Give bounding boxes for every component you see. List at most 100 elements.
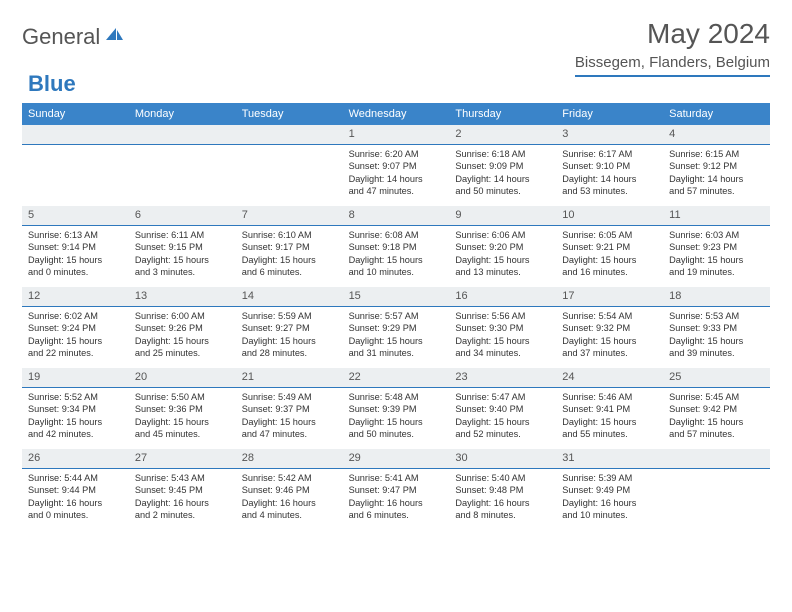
day-number: 27 <box>129 449 236 469</box>
day-line: and 0 minutes. <box>28 266 123 278</box>
day-line: Sunset: 9:37 PM <box>242 403 337 415</box>
day-line: Sunset: 9:36 PM <box>135 403 230 415</box>
day-line: Sunset: 9:33 PM <box>669 322 764 334</box>
day-line: Sunrise: 6:08 AM <box>349 229 444 241</box>
day-cell: Sunrise: 5:46 AMSunset: 9:41 PMDaylight:… <box>556 388 663 449</box>
day-cell: Sunrise: 6:20 AMSunset: 9:07 PMDaylight:… <box>343 145 450 206</box>
day-line: Sunrise: 5:49 AM <box>242 391 337 403</box>
day-line: and 0 minutes. <box>28 509 123 521</box>
day-line: Sunrise: 5:46 AM <box>562 391 657 403</box>
day-line: Sunset: 9:39 PM <box>349 403 444 415</box>
day-number: 13 <box>129 287 236 307</box>
day-cell: Sunrise: 5:48 AMSunset: 9:39 PMDaylight:… <box>343 388 450 449</box>
day-line: and 10 minutes. <box>349 266 444 278</box>
day-line: Daylight: 16 hours <box>242 497 337 509</box>
day-cell: Sunrise: 6:02 AMSunset: 9:24 PMDaylight:… <box>22 307 129 368</box>
day-line: Sunset: 9:24 PM <box>28 322 123 334</box>
day-line: Daylight: 15 hours <box>455 335 550 347</box>
day-line: Daylight: 14 hours <box>455 173 550 185</box>
day-cell: Sunrise: 6:11 AMSunset: 9:15 PMDaylight:… <box>129 226 236 287</box>
day-line: Sunrise: 5:57 AM <box>349 310 444 322</box>
day-line: Sunrise: 6:18 AM <box>455 148 550 160</box>
day-line: Sunrise: 5:41 AM <box>349 472 444 484</box>
day-cell: Sunrise: 5:41 AMSunset: 9:47 PMDaylight:… <box>343 469 450 530</box>
day-cell: Sunrise: 6:08 AMSunset: 9:18 PMDaylight:… <box>343 226 450 287</box>
day-line: and 47 minutes. <box>242 428 337 440</box>
day-number: 17 <box>556 287 663 307</box>
calendar: Sunday Monday Tuesday Wednesday Thursday… <box>22 103 770 530</box>
day-line: Daylight: 14 hours <box>562 173 657 185</box>
day-line: and 31 minutes. <box>349 347 444 359</box>
day-line: and 8 minutes. <box>455 509 550 521</box>
day-cell: Sunrise: 5:50 AMSunset: 9:36 PMDaylight:… <box>129 388 236 449</box>
day-line: Sunrise: 5:40 AM <box>455 472 550 484</box>
day-line: and 47 minutes. <box>349 185 444 197</box>
day-line: and 3 minutes. <box>135 266 230 278</box>
day-cell <box>236 145 343 206</box>
day-line: Daylight: 15 hours <box>242 416 337 428</box>
day-line: Daylight: 15 hours <box>562 335 657 347</box>
day-number: 6 <box>129 206 236 226</box>
day-line: and 22 minutes. <box>28 347 123 359</box>
weekday-tue: Tuesday <box>236 103 343 125</box>
day-line: Sunset: 9:23 PM <box>669 241 764 253</box>
day-cell: Sunrise: 5:40 AMSunset: 9:48 PMDaylight:… <box>449 469 556 530</box>
day-line: Sunset: 9:20 PM <box>455 241 550 253</box>
day-line: Sunrise: 6:03 AM <box>669 229 764 241</box>
day-line: Sunrise: 6:10 AM <box>242 229 337 241</box>
day-line: Sunset: 9:18 PM <box>349 241 444 253</box>
day-cell: Sunrise: 6:00 AMSunset: 9:26 PMDaylight:… <box>129 307 236 368</box>
day-line: Sunset: 9:45 PM <box>135 484 230 496</box>
day-number: 28 <box>236 449 343 469</box>
month-title: May 2024 <box>575 18 770 50</box>
day-line: Sunset: 9:29 PM <box>349 322 444 334</box>
day-number: 19 <box>22 368 129 388</box>
sail-icon <box>104 26 124 49</box>
day-line: Sunset: 9:17 PM <box>242 241 337 253</box>
day-cell: Sunrise: 5:47 AMSunset: 9:40 PMDaylight:… <box>449 388 556 449</box>
day-line: Sunrise: 5:43 AM <box>135 472 230 484</box>
day-line: Sunrise: 6:15 AM <box>669 148 764 160</box>
day-line: Daylight: 16 hours <box>28 497 123 509</box>
calendar-grid: 1234Sunrise: 6:20 AMSunset: 9:07 PMDayli… <box>22 125 770 530</box>
day-cell: Sunrise: 6:13 AMSunset: 9:14 PMDaylight:… <box>22 226 129 287</box>
day-line: Sunrise: 5:44 AM <box>28 472 123 484</box>
day-line: and 10 minutes. <box>562 509 657 521</box>
day-line: Sunrise: 5:59 AM <box>242 310 337 322</box>
day-number: 4 <box>663 125 770 145</box>
day-number: 5 <box>22 206 129 226</box>
day-number: 8 <box>343 206 450 226</box>
weekday-wed: Wednesday <box>343 103 450 125</box>
day-line: and 28 minutes. <box>242 347 337 359</box>
day-cell: Sunrise: 6:15 AMSunset: 9:12 PMDaylight:… <box>663 145 770 206</box>
day-number: 26 <box>22 449 129 469</box>
logo-word1: General <box>22 24 100 50</box>
day-line: and 57 minutes. <box>669 428 764 440</box>
day-line: Sunrise: 5:50 AM <box>135 391 230 403</box>
day-cell: Sunrise: 6:10 AMSunset: 9:17 PMDaylight:… <box>236 226 343 287</box>
day-line: Daylight: 15 hours <box>242 254 337 266</box>
day-number: 11 <box>663 206 770 226</box>
day-line: Daylight: 15 hours <box>242 335 337 347</box>
day-line: and 55 minutes. <box>562 428 657 440</box>
day-number: 1 <box>343 125 450 145</box>
day-line: Sunrise: 5:45 AM <box>669 391 764 403</box>
day-line: Sunset: 9:40 PM <box>455 403 550 415</box>
day-line: Sunset: 9:15 PM <box>135 241 230 253</box>
day-line: Daylight: 15 hours <box>28 416 123 428</box>
day-cell: Sunrise: 5:43 AMSunset: 9:45 PMDaylight:… <box>129 469 236 530</box>
day-line: Daylight: 14 hours <box>669 173 764 185</box>
day-line: and 37 minutes. <box>562 347 657 359</box>
day-line: Sunset: 9:10 PM <box>562 160 657 172</box>
day-cell: Sunrise: 5:54 AMSunset: 9:32 PMDaylight:… <box>556 307 663 368</box>
day-line: Sunrise: 5:52 AM <box>28 391 123 403</box>
day-line: and 6 minutes. <box>242 266 337 278</box>
day-line: Sunset: 9:42 PM <box>669 403 764 415</box>
day-number: 29 <box>343 449 450 469</box>
day-line: Daylight: 15 hours <box>349 416 444 428</box>
day-number: 10 <box>556 206 663 226</box>
weekday-mon: Monday <box>129 103 236 125</box>
day-line: Sunrise: 6:00 AM <box>135 310 230 322</box>
day-line: and 57 minutes. <box>669 185 764 197</box>
day-line: Sunset: 9:48 PM <box>455 484 550 496</box>
